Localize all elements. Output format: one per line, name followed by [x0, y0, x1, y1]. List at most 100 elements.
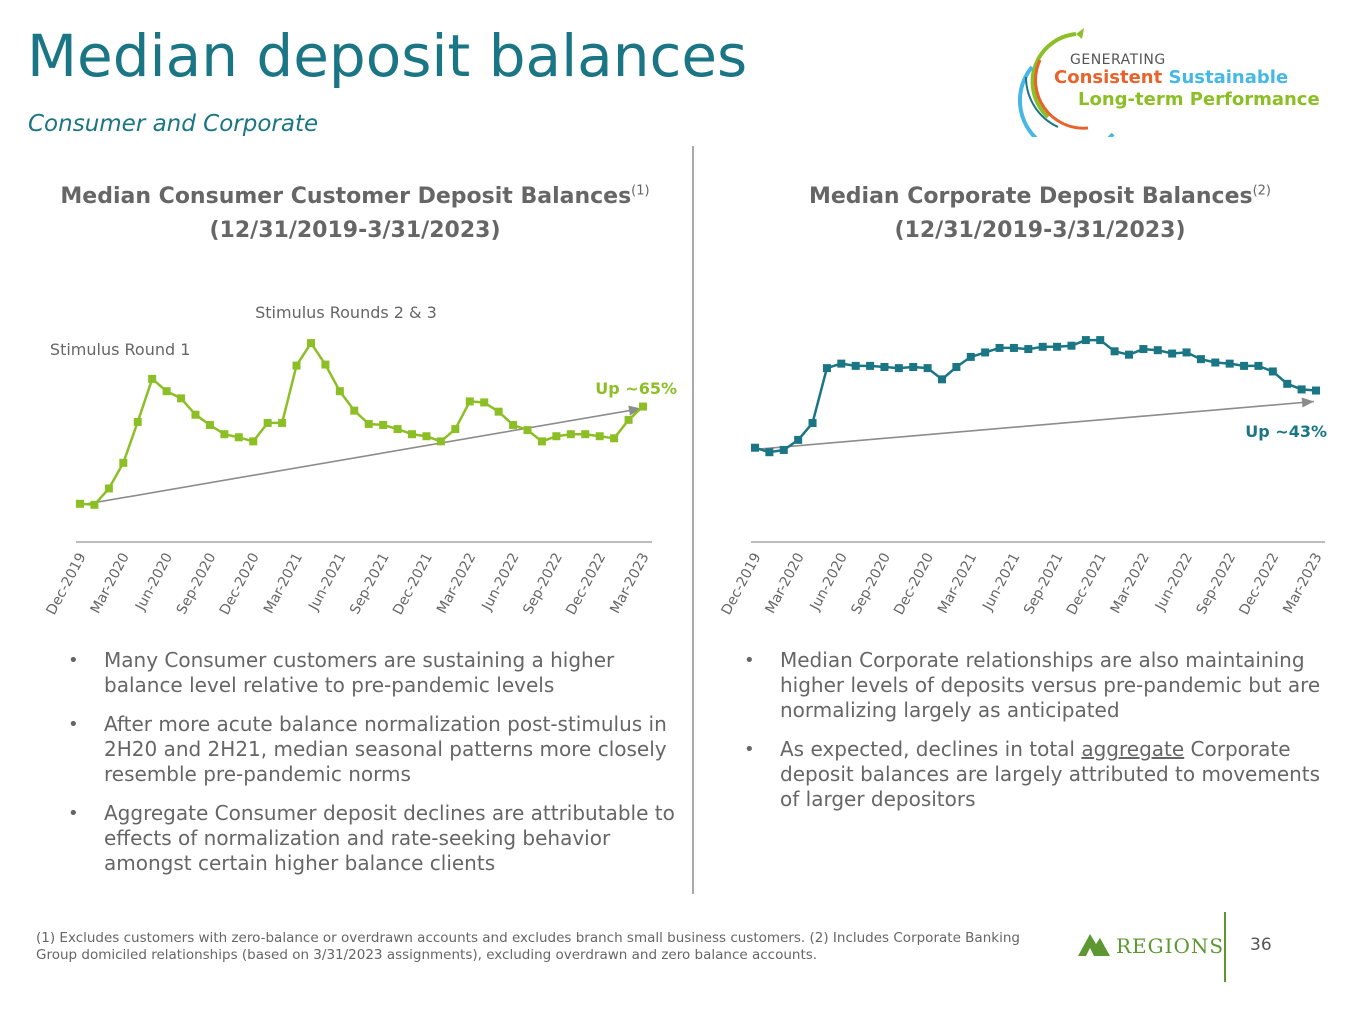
logo-arcs-icon — [1018, 28, 1115, 137]
trend-line — [750, 400, 1315, 451]
x-tick-label: Mar-2023 — [607, 550, 652, 616]
data-point — [393, 425, 402, 434]
x-tick-label: Jun-2020 — [132, 550, 176, 614]
x-tick-label: Dec-2019 — [44, 550, 90, 617]
data-point — [751, 443, 759, 452]
corporate-bullet: Median Corporate relationships are also … — [740, 648, 1340, 723]
panel-divider — [692, 146, 694, 894]
data-point — [335, 387, 344, 396]
x-tick-label: Jun-2020 — [807, 550, 851, 614]
data-point — [1024, 345, 1033, 354]
corporate-date-range: (12/31/2019-3/31/2023) — [894, 218, 1186, 243]
data-point — [249, 437, 258, 446]
x-tick-label: Mar-2023 — [1280, 550, 1325, 616]
series-line — [79, 341, 644, 507]
consumer-bullet: After more acute balance normalization p… — [64, 712, 684, 787]
x-tick-label: Sep-2021 — [347, 550, 393, 617]
x-tick-label: Mar-2021 — [935, 550, 980, 616]
data-point — [1182, 348, 1191, 357]
data-point — [1081, 336, 1090, 345]
data-point — [234, 433, 243, 442]
data-point — [995, 343, 1004, 352]
data-point — [205, 420, 214, 429]
data-point — [552, 432, 561, 441]
logo-word-sustainable: Sustainable — [1168, 67, 1289, 88]
data-point — [808, 419, 817, 428]
data-point — [523, 426, 532, 435]
data-point — [1225, 359, 1234, 368]
x-tick-label: Mar-2020 — [762, 550, 807, 616]
data-point — [133, 417, 142, 426]
data-point — [408, 430, 417, 439]
data-point — [306, 339, 315, 348]
data-point — [220, 430, 229, 439]
consumer-bullet: Many Consumer customers are sustaining a… — [64, 648, 684, 698]
data-point — [1254, 361, 1263, 370]
data-point — [610, 434, 619, 443]
page-subtitle: Consumer and Corporate — [28, 111, 319, 137]
data-point — [480, 398, 489, 407]
data-point — [350, 406, 359, 415]
x-tick-label: Dec-2022 — [1236, 550, 1282, 617]
logo-line-generating: GENERATING — [1070, 52, 1166, 68]
x-tick-label: Jun-2022 — [1152, 550, 1196, 614]
data-point — [451, 425, 460, 434]
data-point — [952, 363, 961, 371]
page-title: Median deposit balances — [27, 22, 748, 90]
x-tick-label: Dec-2020 — [217, 550, 263, 617]
data-point — [1038, 342, 1047, 351]
x-tick-label: Sep-2022 — [1194, 550, 1240, 617]
data-point — [177, 394, 186, 403]
corporate-bullet-list: Median Corporate relationships are also … — [740, 648, 1340, 826]
logo-line-two: Consistent Sustainable — [1054, 67, 1288, 88]
data-point — [894, 364, 903, 373]
change-label: Up ~43% — [1245, 422, 1327, 441]
data-point — [923, 364, 932, 373]
x-tick-label: Dec-2020 — [891, 550, 937, 617]
data-point — [494, 407, 503, 416]
data-point — [76, 499, 84, 508]
data-point — [794, 435, 803, 444]
trend-line — [75, 407, 642, 507]
data-point — [981, 348, 990, 357]
data-point — [1110, 347, 1119, 356]
data-point — [1009, 343, 1018, 352]
data-point — [278, 418, 287, 427]
data-point — [119, 458, 128, 467]
data-point — [966, 352, 975, 361]
data-point — [1240, 361, 1249, 370]
x-tick-label: Jun-2021 — [305, 550, 349, 614]
data-point — [509, 420, 518, 429]
x-tick-label: Mar-2022 — [434, 550, 479, 616]
page-number: 36 — [1250, 935, 1272, 955]
data-point — [422, 432, 431, 441]
corporate-bullet: As expected, declines in total aggregate… — [740, 737, 1340, 812]
data-point — [1125, 350, 1133, 359]
data-point — [765, 448, 774, 457]
data-point — [851, 361, 860, 370]
data-point — [624, 415, 633, 424]
data-point — [1096, 336, 1105, 345]
data-point — [779, 445, 788, 454]
data-point — [581, 430, 590, 439]
x-tick-label: Jun-2021 — [979, 550, 1023, 614]
data-point — [162, 387, 171, 396]
generating-performance-logo: GENERATING Consistent Sustainable Long-t… — [1018, 22, 1328, 137]
consumer-chart-heading: Median Consumer Customer Deposit Balance… — [40, 180, 670, 248]
data-point — [938, 375, 946, 384]
consumer-date-range: (12/31/2019-3/31/2023) — [209, 218, 501, 243]
data-point — [595, 432, 604, 441]
x-tick-label: Dec-2021 — [390, 550, 436, 617]
data-point — [436, 437, 445, 446]
data-point — [822, 364, 831, 373]
annotation-label: Stimulus Rounds 2 & 3 — [255, 303, 437, 322]
x-tick-label: Mar-2021 — [261, 550, 306, 616]
data-point — [1139, 345, 1148, 354]
data-point — [1168, 349, 1177, 358]
regions-logo: REGIONS — [1076, 928, 1226, 962]
series-line — [754, 338, 1317, 454]
data-point — [1153, 346, 1162, 355]
consumer-bullet-list: Many Consumer customers are sustaining a… — [64, 648, 684, 890]
